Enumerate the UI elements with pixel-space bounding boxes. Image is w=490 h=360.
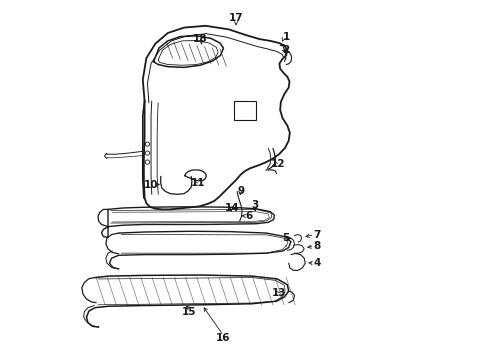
Bar — [234, 101, 256, 120]
Text: 17: 17 — [229, 13, 244, 23]
Text: 3: 3 — [251, 200, 259, 210]
Text: 15: 15 — [182, 307, 196, 317]
Text: 9: 9 — [238, 186, 245, 197]
Text: 18: 18 — [193, 35, 207, 44]
Text: 4: 4 — [313, 258, 320, 268]
Text: 11: 11 — [191, 178, 205, 188]
Text: 6: 6 — [245, 211, 252, 221]
Text: 5: 5 — [283, 233, 290, 243]
Text: 10: 10 — [144, 180, 158, 190]
Text: 12: 12 — [271, 159, 285, 169]
Text: 13: 13 — [272, 288, 286, 298]
Text: 2: 2 — [283, 45, 290, 55]
Text: 7: 7 — [313, 230, 320, 239]
Text: 14: 14 — [225, 203, 240, 213]
Text: 16: 16 — [216, 333, 230, 343]
Text: 8: 8 — [313, 241, 320, 251]
Text: 1: 1 — [283, 32, 290, 42]
